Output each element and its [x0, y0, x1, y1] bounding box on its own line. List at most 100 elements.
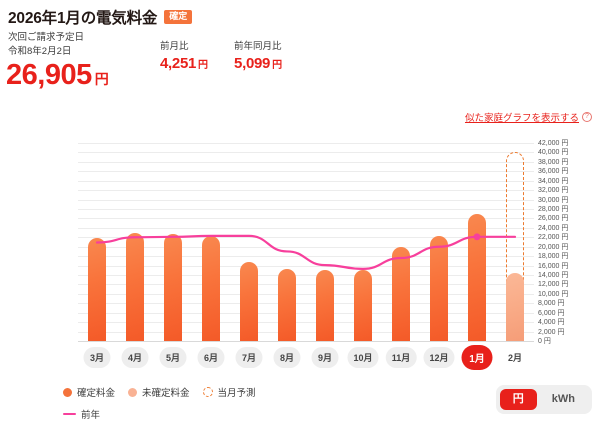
gridline [78, 152, 534, 154]
next-bill-date: 令和8年2月2日 [8, 45, 72, 57]
x-axis-month-5月[interactable]: 5月 [159, 347, 187, 368]
bar-confirmed[interactable] [278, 269, 296, 341]
comparison-label: 前年同月比 [234, 41, 282, 52]
x-axis-month-4月[interactable]: 4月 [121, 347, 149, 368]
comparison-prev-month: 前月比 4,251 円 [160, 38, 208, 72]
x-axis-month-7月[interactable]: 7月 [235, 347, 263, 368]
x-axis-month-3月[interactable]: 3月 [83, 347, 111, 368]
chart-plot-area [78, 143, 534, 342]
gridline [78, 190, 534, 192]
legend-item-forecast: 当月予測 [202, 385, 256, 399]
chart-x-axis: 3月 4月 5月 6月 7月 8月 9月 10月 11月 12月 1月 2月 [78, 345, 534, 371]
legend-label: 確定料金 [77, 388, 116, 399]
unit-button-kwh[interactable]: kWh [551, 393, 575, 405]
gridline [78, 284, 534, 286]
gridline [78, 312, 534, 314]
bar-slot[interactable] [392, 143, 410, 341]
header-title-row: 2026年1月の電気料金 確定 [8, 6, 193, 28]
y-axis-tick-label: 10,000 円 [538, 290, 569, 298]
gridline [78, 218, 534, 220]
comparison-label: 前月比 [160, 41, 189, 52]
bar-slot[interactable] [430, 143, 448, 341]
bar-confirmed[interactable] [164, 234, 182, 341]
chart-bars [78, 143, 534, 341]
pink-line-icon [63, 412, 76, 416]
y-axis-tick-label: 16,000 円 [538, 262, 569, 270]
x-axis-month-10月[interactable]: 10月 [347, 347, 379, 368]
y-axis-tick-label: 2,000 円 [538, 328, 565, 336]
y-axis-tick-label: 24,000 円 [538, 224, 569, 232]
bar-slot[interactable] [88, 143, 106, 341]
x-axis-month-1月[interactable]: 1月 [461, 345, 493, 370]
y-axis-tick-label: 8,000 円 [538, 300, 565, 308]
gridline [78, 303, 534, 305]
bar-confirmed[interactable] [430, 235, 448, 341]
bar-unconfirmed[interactable] [506, 272, 524, 341]
bar-slot[interactable] [506, 143, 524, 341]
gridline [78, 331, 534, 333]
y-axis-tick-label: 32,000 円 [538, 187, 569, 195]
bar-confirmed[interactable] [468, 214, 486, 341]
gridline [78, 227, 534, 229]
chart-legend: 確定料金 未確定料金 当月予測 前年 [63, 385, 256, 421]
total-amount-value: 26,905 [6, 59, 92, 91]
bar-confirmed[interactable] [240, 262, 258, 341]
bar-slot[interactable] [164, 143, 182, 341]
y-axis-tick-label: 42,000 円 [538, 140, 569, 147]
x-axis-month-11月[interactable]: 11月 [385, 347, 417, 368]
bar-slot[interactable] [354, 143, 372, 341]
y-axis-tick-label: 14,000 円 [538, 272, 569, 279]
show-similar-homes-link[interactable]: 似た家庭グラフを表示する ? [465, 110, 592, 124]
y-axis-tick-label: 18,000 円 [538, 253, 569, 261]
bar-slot[interactable] [316, 143, 334, 341]
gridline [78, 161, 534, 163]
question-icon[interactable]: ? [582, 112, 592, 122]
dashed-circle-icon [202, 387, 213, 397]
bar-slot[interactable] [240, 143, 258, 341]
bar-confirmed[interactable] [354, 270, 372, 341]
x-axis-month-9月[interactable]: 9月 [311, 347, 339, 368]
comparison-prev-year-same-month: 前年同月比 5,099 円 [234, 38, 282, 72]
legend-item-unconfirmed: 未確定料金 [128, 385, 190, 399]
x-axis-month-2月[interactable]: 2月 [507, 353, 522, 363]
bar-confirmed[interactable] [202, 235, 220, 341]
gridline [78, 322, 534, 324]
page-title: 2026年1月の電気料金 [8, 10, 158, 27]
y-axis-tick-label: 38,000 円 [538, 158, 569, 166]
bar-confirmed[interactable] [316, 270, 334, 341]
gridline [78, 209, 534, 210]
bar-slot[interactable] [202, 143, 220, 341]
gridline [78, 293, 534, 295]
next-bill-label: 次回ご請求予定日 [8, 32, 85, 43]
unit-toggle[interactable]: 円 kWh [495, 385, 592, 414]
gridline [78, 199, 534, 201]
gridline [78, 275, 534, 276]
y-axis-tick-label: 26,000 円 [538, 215, 569, 223]
x-axis-month-8月[interactable]: 8月 [273, 347, 301, 368]
pale-dot-icon [128, 387, 138, 397]
bar-slot[interactable] [468, 143, 486, 341]
y-axis-tick-label: 34,000 円 [538, 177, 569, 185]
comparison-unit: 円 [198, 60, 209, 71]
bar-slot[interactable] [278, 143, 296, 341]
legend-label: 当月予測 [217, 388, 256, 399]
y-axis-tick-label: 0 円 [538, 338, 551, 345]
solid-dot-icon [63, 387, 72, 397]
x-axis-month-12月[interactable]: 12月 [423, 347, 455, 368]
comparison-value: 4,251 [160, 55, 197, 72]
legend-item-confirmed: 確定料金 [63, 385, 115, 399]
unit-button-yen[interactable]: 円 [499, 389, 537, 410]
gridline [78, 180, 534, 182]
total-amount-unit: 円 [94, 71, 109, 87]
y-axis-tick-label: 40,000 円 [538, 149, 569, 157]
bar-confirmed[interactable] [88, 238, 106, 341]
bar-confirmed[interactable] [392, 246, 410, 341]
x-axis-month-6月[interactable]: 6月 [197, 347, 225, 368]
bar-slot[interactable] [126, 143, 144, 341]
bar-confirmed[interactable] [126, 233, 144, 341]
total-amount: 26,905 円 [6, 59, 109, 92]
y-axis-tick-label: 20,000 円 [538, 243, 569, 251]
comparison-unit: 円 [272, 60, 283, 71]
